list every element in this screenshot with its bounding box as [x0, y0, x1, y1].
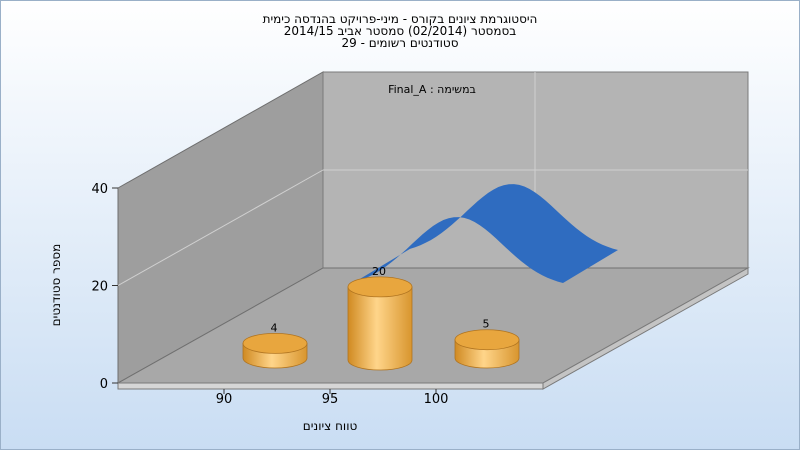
x-tick-label-1: 95 [322, 392, 339, 407]
y-tick-label-2: 40 [91, 182, 108, 197]
ticks: 0 20 40 90 95 100 [91, 182, 448, 407]
bar-2: 5 [454, 318, 520, 369]
series-curve [355, 184, 618, 283]
chart-title: היסטוגרמת ציונים בקורס - מיני-פרויקט בהנ… [263, 12, 538, 26]
y-axis-label: מספר סטודנטים [49, 244, 63, 327]
x-tick-label-0: 90 [216, 392, 233, 407]
floor-side-edge [542, 267, 749, 390]
legend: Final_A : במשימה [388, 83, 476, 96]
floor-front-edge [117, 382, 544, 390]
y-tick-label-1: 20 [91, 280, 108, 295]
bar-body-1 [347, 286, 413, 371]
legend-label: Final_A : במשימה [388, 83, 476, 96]
bar-value-label-0: 4 [271, 321, 278, 334]
bar-top-0 [242, 332, 308, 354]
x-axis-label: טווח ציונים [303, 419, 358, 433]
y-tick-label-0: 0 [100, 377, 108, 392]
chart-subtitle: בסמסטר (02/2014) סמסטר אביב 2014/15 [284, 24, 516, 38]
bars: 4 20 5 [242, 265, 520, 371]
gridline-left-1 [117, 169, 324, 286]
bar-top-2 [454, 329, 520, 351]
bar-0: 4 [242, 321, 308, 369]
chart-subtitle-2: סטודנטים רשומים - 29 [341, 36, 458, 50]
bar-value-label-1: 20 [372, 265, 386, 278]
x-tick-label-2: 100 [424, 392, 449, 407]
bar-value-label-2: 5 [483, 318, 490, 331]
bar-1: 20 [347, 265, 413, 371]
bar-top-1 [347, 276, 413, 298]
